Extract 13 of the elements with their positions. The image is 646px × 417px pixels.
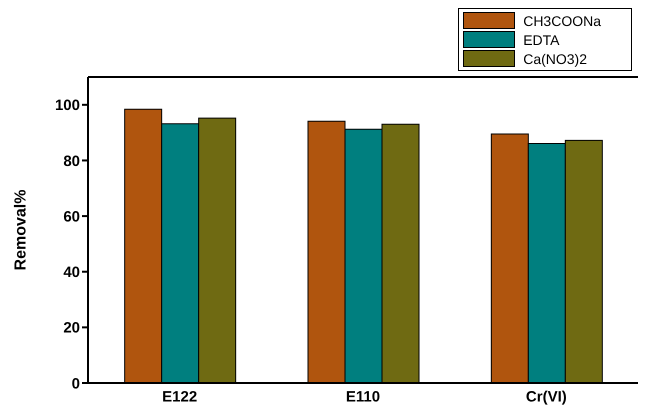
x-tick-label: E110 [346,388,380,406]
y-tick-label: 40 [63,264,80,282]
x-tick-label: Cr(VI) [526,388,567,406]
y-tick-label: 20 [63,320,80,337]
legend-label: EDTA [523,32,560,48]
x-tick-label: E122 [162,388,198,406]
legend-label: CH3COONa [523,12,601,28]
y-axis-title: Removal% [12,190,30,270]
y-tick-label: 60 [63,208,80,226]
legend-label: Ca(NO3)2 [523,50,587,66]
y-tick-label: 100 [54,97,80,114]
y-tick-label: 0 [72,375,80,392]
y-tick-label: 80 [63,152,80,170]
